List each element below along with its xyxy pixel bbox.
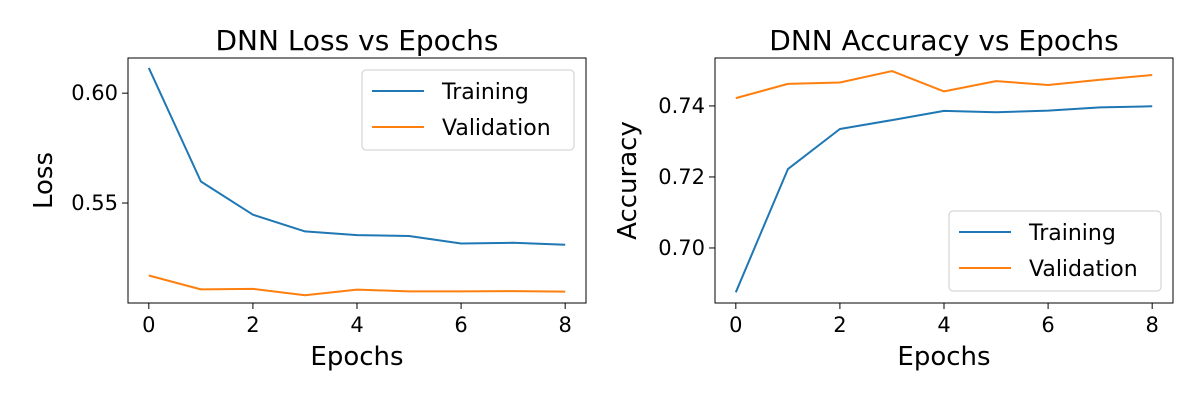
accuracy-legend-training-label: Training	[1028, 221, 1116, 246]
loss-chart-y-axis-label: Loss	[29, 152, 59, 209]
accuracy-chart-panel: DNN Accuracy vs Epochs Accuracy Epochs 0…	[613, 24, 1174, 372]
accuracy-legend-validation-label: Validation	[1029, 257, 1138, 282]
accuracy-training-line	[734, 105, 1153, 293]
loss-y-tick-label: 0.60	[71, 81, 118, 105]
accuracy-y-tick-label: 0.70	[658, 236, 705, 260]
accuracy-x-tick-label: 8	[1145, 313, 1158, 337]
loss-chart-x-axis-label: Epochs	[310, 342, 403, 372]
loss-x-tick-label: 4	[350, 313, 363, 337]
loss-chart-legend: Training Validation	[361, 69, 575, 151]
accuracy-y-tick-label: 0.72	[658, 165, 705, 189]
loss-chart-plot-area: 0 2 4 6 8 0.55 0.60	[71, 57, 587, 337]
accuracy-chart-legend: Training Validation	[948, 210, 1162, 292]
accuracy-chart-title: DNN Accuracy vs Epochs	[769, 24, 1118, 57]
accuracy-x-tick-label: 4	[937, 313, 950, 337]
loss-training-line	[147, 67, 566, 246]
loss-y-tick-label: 0.55	[71, 191, 118, 215]
accuracy-x-tick-label: 6	[1041, 313, 1054, 337]
loss-chart-panel: DNN Loss vs Epochs Loss Epochs 0 2 4 6 8 0.55…	[29, 24, 587, 372]
loss-x-tick-label: 6	[454, 313, 467, 337]
loss-x-tick-label: 8	[558, 313, 571, 337]
accuracy-chart-x-axis-label: Epochs	[897, 342, 990, 372]
loss-legend-validation-label: Validation	[442, 116, 551, 141]
loss-chart-title: DNN Loss vs Epochs	[215, 24, 498, 57]
loss-x-tick-label: 0	[142, 313, 155, 337]
accuracy-x-tick-label: 0	[729, 313, 742, 337]
accuracy-chart-plot-area: 0 2 4 6 8 0.70 0.72 0.74	[658, 57, 1174, 337]
accuracy-y-tick-label: 0.74	[658, 94, 705, 118]
accuracy-validation-line	[735, 70, 1153, 100]
loss-x-tick-label: 2	[246, 313, 259, 337]
accuracy-x-tick-label: 2	[833, 313, 846, 337]
accuracy-chart-y-axis-label: Accuracy	[613, 121, 643, 240]
loss-validation-line	[148, 274, 566, 297]
loss-legend-training-label: Training	[441, 80, 529, 105]
